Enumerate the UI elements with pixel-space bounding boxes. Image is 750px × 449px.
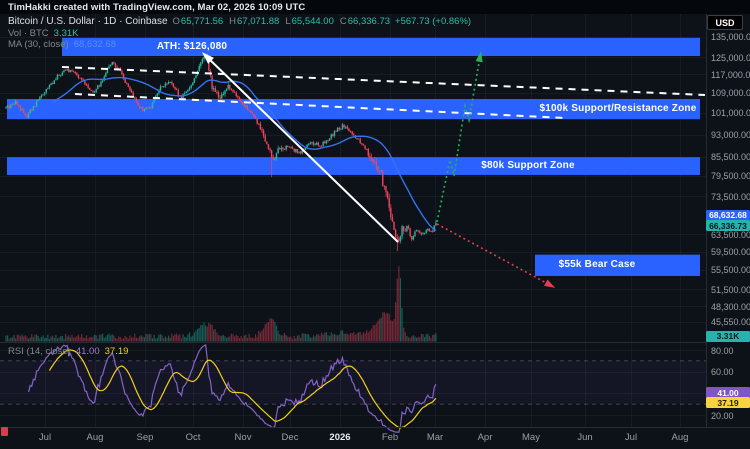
titlebar: TimHakki created with TradingView.com, M… <box>0 0 750 14</box>
price-tick: 117,000.00 <box>711 69 750 80</box>
ohlc-c: C66,336.73 <box>339 16 391 27</box>
volume-value: 3.31K <box>53 27 79 39</box>
change-value: +567.73 (+0.86%) <box>395 16 472 27</box>
rsi-value: 41.00 <box>75 346 100 357</box>
time-axis-label-jul[interactable]: Jul <box>624 432 638 443</box>
price-tick: 63,500.00 <box>711 229 750 240</box>
time-axis-label-dec[interactable]: Dec <box>281 432 299 443</box>
time-axis-label-sep[interactable]: Sep <box>136 432 154 443</box>
time-axis-label-oct[interactable]: Oct <box>185 432 201 443</box>
ma-value: 68,632.68 <box>73 39 116 50</box>
time-axis-label-mar[interactable]: Mar <box>426 432 444 443</box>
rsi-tick: 60.00 <box>711 367 734 378</box>
price-tick: 51,500.00 <box>711 284 750 295</box>
last-price-badge: 66,336.73 <box>706 220 750 231</box>
time-axis-label-apr[interactable]: Apr <box>477 432 493 443</box>
zone-80k-label: $80k Support Zone <box>481 160 575 172</box>
volume-badge: 3.31K <box>706 330 750 342</box>
time-axis-label-nov[interactable]: Nov <box>234 432 252 443</box>
ma-legend-row[interactable]: MA (30, close) 68,632.68 <box>8 39 116 50</box>
ohlc-o: O65,771.56 <box>172 16 224 27</box>
price-tick: 93,000.00 <box>711 130 750 141</box>
time-axis-label-may[interactable]: May <box>522 432 540 443</box>
rsi-label: RSI (14, close) <box>8 346 71 357</box>
time-axis-label-jun[interactable]: Jun <box>577 432 593 443</box>
rsi-badge: 41.00 <box>706 387 750 398</box>
time-axis-label-feb[interactable]: Feb <box>381 432 399 443</box>
time-axis-label-2026[interactable]: 2026 <box>329 432 351 443</box>
rsi-tick: 80.00 <box>711 345 734 356</box>
price-tick: 59,500.00 <box>711 247 750 258</box>
time-axis-label-aug[interactable]: Aug <box>671 432 689 443</box>
price-tick: 45,550.00 <box>711 317 750 328</box>
ma-price-badge: 68,632.68 <box>706 209 750 221</box>
volume-label: Vol · BTC <box>8 27 49 39</box>
zone-55k-label: $55k Bear Case <box>558 259 636 271</box>
symbol-name[interactable]: Bitcoin / U.S. Dollar · 1D · Coinbase <box>8 16 168 27</box>
price-tick: 109,000.00 <box>711 88 750 99</box>
price-tick: 79,500.00 <box>711 171 750 182</box>
price-tick: 101,000.00 <box>711 108 750 119</box>
symbol-legend-row[interactable]: Bitcoin / U.S. Dollar · 1D · Coinbase O6… <box>8 16 471 27</box>
tradingview-logo-mark[interactable] <box>1 427 8 436</box>
time-axis-label-jul[interactable]: Jul <box>38 432 52 443</box>
ohlc-values: O65,771.56 H67,071.88 L65,544.00 C66,336.73 <box>173 16 391 27</box>
ohlc-h: H67,071.88 <box>229 16 280 27</box>
price-tick: 48,300.00 <box>711 301 750 312</box>
rsi-tick: 20.00 <box>711 410 734 421</box>
price-tick: 135,000.00 <box>711 32 750 43</box>
rsi-ma-badge: 37.19 <box>706 397 750 408</box>
currency-badge[interactable]: USD <box>707 15 743 30</box>
ohlc-l: L65,544.00 <box>285 16 334 27</box>
price-tick: 73,500.00 <box>711 191 750 202</box>
price-tick: 125,000.00 <box>711 52 750 63</box>
price-tick: 55,500.00 <box>711 265 750 276</box>
volume-legend-row[interactable]: Vol · BTC 3.31K <box>8 28 78 39</box>
rsi-legend-row[interactable]: RSI (14, close) 41.00 37.19 <box>8 346 128 357</box>
ath-zone-label: ATH: $126,080 <box>156 40 228 52</box>
zone-100k-label: $100k Support/Resistance Zone <box>539 103 697 115</box>
rsi-ma-value: 37.19 <box>104 346 129 357</box>
chart-title: TimHakki created with TradingView.com, M… <box>8 1 306 13</box>
price-tick: 85,500.00 <box>711 152 750 163</box>
time-axis-label-aug[interactable]: Aug <box>86 432 104 443</box>
ma-label: MA (30, close) <box>8 39 69 50</box>
